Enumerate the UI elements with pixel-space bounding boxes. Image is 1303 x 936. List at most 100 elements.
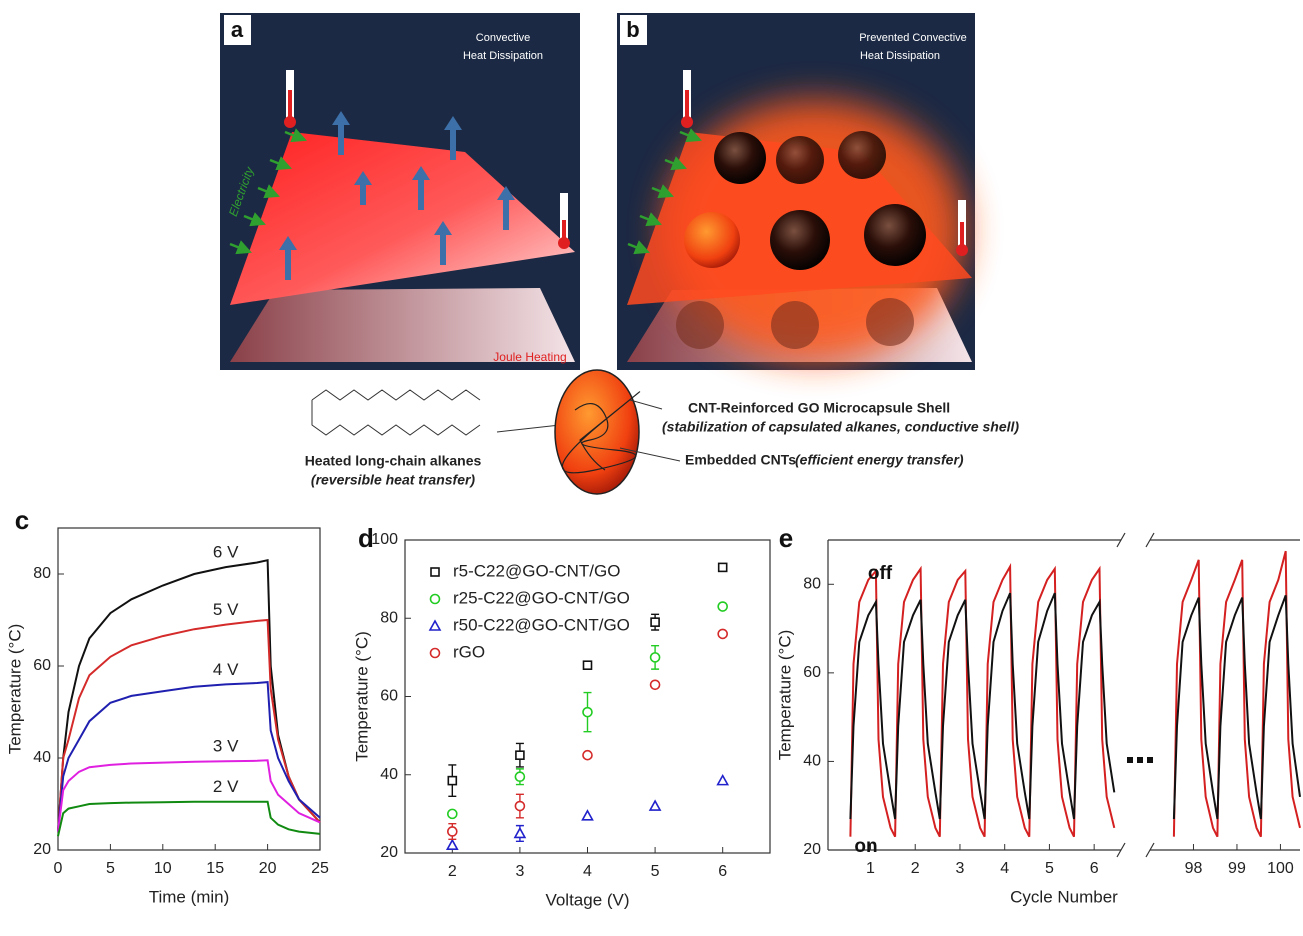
connector <box>497 425 560 432</box>
marker <box>651 680 660 689</box>
break-dots <box>1127 757 1153 763</box>
panel-title: Heat Dissipation <box>463 50 543 62</box>
marker <box>718 776 728 785</box>
x-tick-label: 3 <box>515 863 524 880</box>
x-tick-label: 5 <box>1045 860 1054 877</box>
y-tick-label: 100 <box>371 531 398 548</box>
x-axis-label: Voltage (V) <box>545 890 629 909</box>
panel-title: Convective <box>476 32 530 44</box>
legend-label: rGO <box>453 642 485 661</box>
marker <box>719 563 727 571</box>
panel-a: a Convective Heat Dissipation Electricit… <box>220 13 580 370</box>
y-tick-label: 80 <box>803 576 821 593</box>
marker <box>448 777 456 785</box>
panel-b: b Prevented Convective Heat Dissipation <box>617 13 975 370</box>
panel-letter: e <box>779 523 793 553</box>
marker <box>583 751 592 760</box>
series-label: 3 V <box>213 737 239 756</box>
series-label: 4 V <box>213 660 239 679</box>
y-tick-label: 20 <box>380 844 398 861</box>
data-line <box>58 760 320 831</box>
cnt-note: (efficient energy transfer) <box>795 452 964 468</box>
figure: a Convective Heat Dissipation Electricit… <box>0 0 1303 931</box>
legend-marker <box>431 649 440 658</box>
marker <box>448 827 457 836</box>
data-line <box>58 560 320 831</box>
data-line <box>58 682 320 832</box>
x-tick-label: 99 <box>1228 860 1246 877</box>
series-label: 6 V <box>213 543 239 562</box>
data-line <box>58 802 320 837</box>
legend-label: r5-C22@GO-CNT/GO <box>453 561 620 580</box>
x-axis-label: Time (min) <box>149 887 230 906</box>
marker <box>583 708 592 717</box>
marker <box>447 840 457 849</box>
marker <box>718 602 727 611</box>
data-line <box>1174 551 1300 837</box>
alkane-chain <box>312 400 480 435</box>
panel-letter: b <box>626 17 639 42</box>
panel-letter: d <box>358 523 374 553</box>
x-tick-label: 4 <box>583 863 592 880</box>
x-tick-label: 1 <box>866 860 875 877</box>
marker <box>651 618 659 626</box>
y-tick-label: 20 <box>803 841 821 858</box>
panel-letter: c <box>15 505 29 535</box>
x-tick-label: 6 <box>1090 860 1099 877</box>
x-tick-label: 2 <box>911 860 920 877</box>
legend-marker <box>431 595 440 604</box>
y-tick-label: 60 <box>380 688 398 705</box>
annotation: on <box>854 836 877 857</box>
x-tick-label: 6 <box>718 863 727 880</box>
cnt-label: Embedded CNTs <box>685 452 796 468</box>
y-tick-label: 40 <box>803 753 821 770</box>
x-tick-label: 10 <box>154 860 172 877</box>
panel-letter: a <box>231 17 244 42</box>
x-axis-label: Cycle Number <box>1010 887 1118 906</box>
annotation: off <box>868 563 893 584</box>
chart-e: 1 2 3 4 5 6 98 99 100 20 40 60 80 Cycle Number Tempera… <box>775 523 1300 907</box>
x-tick-label: 20 <box>259 860 277 877</box>
y-tick-label: 40 <box>33 749 51 766</box>
x-tick-label: 100 <box>1267 860 1294 877</box>
y-tick-label: 80 <box>33 565 51 582</box>
legend-label: r50-C22@GO-CNT/GO <box>453 615 630 634</box>
x-tick-label: 2 <box>448 863 457 880</box>
shell-note: (stabilization of capsulated alkanes, co… <box>662 419 1019 435</box>
marker <box>651 653 660 662</box>
marker <box>515 772 524 781</box>
legend-marker <box>431 568 439 576</box>
panel-title: Prevented Convective <box>859 32 967 44</box>
chart-d: 2345620406080100Voltage (V)Temperature (… <box>352 523 770 910</box>
shell-label: CNT-Reinforced GO Microcapsule Shell <box>688 400 950 416</box>
marker <box>650 801 660 810</box>
y-axis-label: Temperature (°C) <box>352 631 371 762</box>
marker <box>448 809 457 818</box>
marker <box>718 629 727 638</box>
x-tick-label: 98 <box>1185 860 1203 877</box>
x-tick-label: 5 <box>651 863 660 880</box>
alkanes-label: Heated long-chain alkanes <box>305 453 482 469</box>
x-tick-label: 3 <box>956 860 965 877</box>
x-tick-label: 15 <box>206 860 224 877</box>
y-axis-label: Temperature (°C) <box>775 630 794 761</box>
data-line <box>1174 595 1300 819</box>
y-tick-label: 20 <box>33 841 51 858</box>
alkane-chain <box>312 390 480 400</box>
marker <box>515 802 524 811</box>
page: { "panels": { "a": {"letter": "a", "titl… <box>0 0 1303 936</box>
marker <box>583 811 593 820</box>
series-label: 2 V <box>213 777 239 796</box>
marker <box>515 828 525 837</box>
x-tick-label: 25 <box>311 860 329 877</box>
plate-label: Joule Heating <box>493 350 566 364</box>
marker <box>584 661 592 669</box>
marker <box>516 751 524 759</box>
y-tick-label: 80 <box>380 609 398 626</box>
x-tick-label: 4 <box>1000 860 1009 877</box>
microcapsule <box>555 370 639 494</box>
y-tick-label: 60 <box>33 657 51 674</box>
y-tick-label: 60 <box>803 664 821 681</box>
capsule-schematic: Heated long-chain alkanes (reversible he… <box>305 370 1020 494</box>
x-tick-label: 0 <box>54 860 63 877</box>
